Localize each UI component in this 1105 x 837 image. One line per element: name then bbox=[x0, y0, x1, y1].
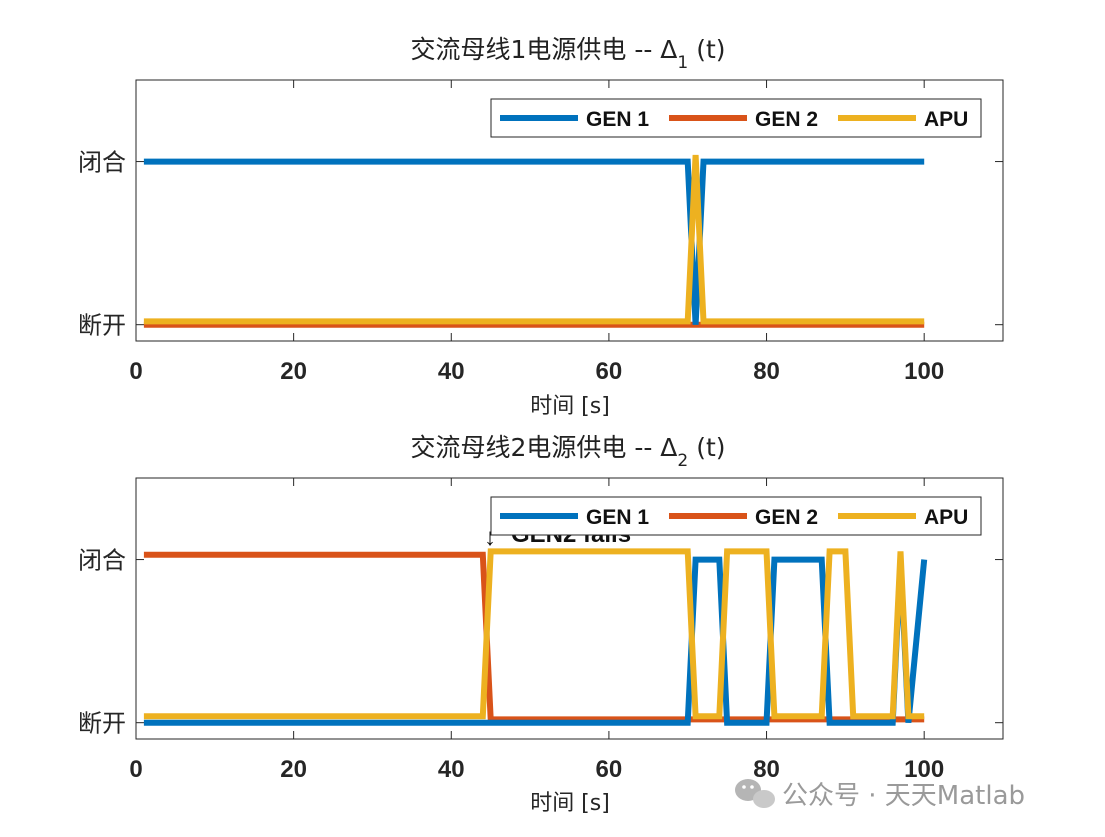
x-tick-label: 60 bbox=[596, 358, 623, 385]
series-line-gen-1 bbox=[143, 158, 925, 325]
x-axis-label-2: 时间 [s] bbox=[530, 791, 610, 816]
series-lines-1 bbox=[143, 154, 925, 328]
legend-label: GEN 2 bbox=[755, 506, 818, 529]
subplot-2: 交流母线2电源供电 -- Δ2 (t) 0 20 40 60 80 100 断开 闭合 GE… bbox=[78, 433, 1004, 816]
x-tick-label: 20 bbox=[280, 358, 307, 385]
legend-label: APU bbox=[924, 506, 968, 529]
legend-label: GEN 1 bbox=[586, 506, 649, 529]
x-tick-label: 0 bbox=[129, 358, 142, 385]
series-lines-2 bbox=[143, 548, 928, 726]
series-line-apu bbox=[143, 548, 925, 720]
y-tick-label: 闭合 bbox=[78, 149, 126, 177]
x-tick-label: 40 bbox=[438, 358, 465, 385]
wechat-icon bbox=[735, 779, 775, 808]
x-axis-label-1: 时间 [s] bbox=[530, 394, 610, 419]
watermark-text: 公众号 · 天天Matlab bbox=[782, 781, 1025, 811]
x-tick-label: 80 bbox=[753, 358, 780, 385]
x-tick-label: 20 bbox=[280, 756, 307, 783]
y-tick-label: 断开 bbox=[78, 710, 126, 738]
x-tick-label: 60 bbox=[596, 756, 623, 783]
watermark: 公众号 · 天天Matlab bbox=[735, 779, 1025, 811]
y-tick-label: 断开 bbox=[78, 312, 126, 340]
x-tick-label: 100 bbox=[904, 358, 944, 385]
chart-title-1: 交流母线1电源供电 -- Δ1 (t) bbox=[410, 35, 725, 73]
subplot-1: 交流母线1电源供电 -- Δ1 (t) 0 20 40 60 80 100 断开 闭合 GE… bbox=[78, 35, 1004, 419]
legend-2: GEN 1 GEN 2 APU bbox=[490, 496, 982, 536]
series-line-apu bbox=[143, 154, 925, 325]
x-ticks-1: 0 20 40 60 80 100 bbox=[129, 80, 944, 385]
y-tick-label: 闭合 bbox=[78, 547, 126, 575]
x-tick-label: 100 bbox=[904, 756, 944, 783]
x-tick-label: 0 bbox=[129, 756, 142, 783]
legend-label: GEN 1 bbox=[586, 108, 649, 131]
legend-1: GEN 1 GEN 2 APU bbox=[490, 98, 982, 138]
legend-label: GEN 2 bbox=[755, 108, 818, 131]
x-tick-label: 40 bbox=[438, 756, 465, 783]
legend-label: APU bbox=[924, 108, 968, 131]
chart-title-2: 交流母线2电源供电 -- Δ2 (t) bbox=[410, 433, 725, 471]
x-ticks-2: 0 20 40 60 80 100 bbox=[129, 478, 944, 783]
x-tick-label: 80 bbox=[753, 756, 780, 783]
